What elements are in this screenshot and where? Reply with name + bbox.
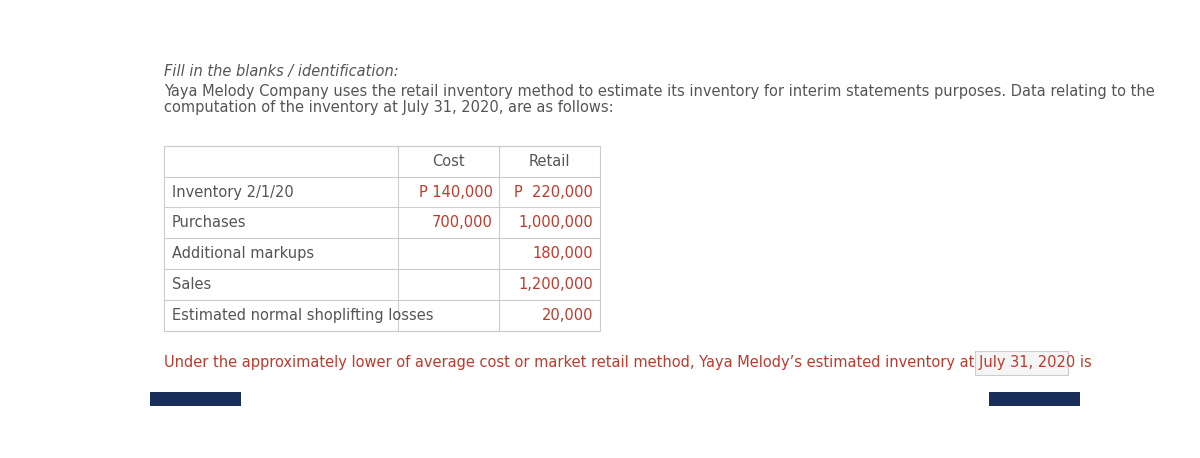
Text: 1,200,000: 1,200,000 bbox=[518, 277, 593, 292]
Text: Purchases: Purchases bbox=[172, 215, 246, 230]
Text: 1,000,000: 1,000,000 bbox=[518, 215, 593, 230]
Text: Inventory 2/1/20: Inventory 2/1/20 bbox=[172, 185, 294, 200]
Text: P 140,000: P 140,000 bbox=[419, 185, 492, 200]
Text: 700,000: 700,000 bbox=[432, 215, 492, 230]
Bar bbox=[976, 351, 1068, 375]
Text: Yaya Melody Company uses the retail inventory method to estimate its inventory f: Yaya Melody Company uses the retail inve… bbox=[164, 84, 1154, 99]
Text: computation of the inventory at July 31, 2020, are as follows:: computation of the inventory at July 31,… bbox=[164, 100, 613, 114]
Text: Fill in the blanks / identification:: Fill in the blanks / identification: bbox=[164, 64, 398, 79]
Text: Sales: Sales bbox=[172, 277, 211, 292]
Bar bbox=[164, 146, 600, 331]
Text: Additional markups: Additional markups bbox=[172, 246, 314, 261]
Text: 180,000: 180,000 bbox=[533, 246, 593, 261]
Text: Cost: Cost bbox=[432, 154, 464, 169]
Bar bbox=[989, 392, 1080, 406]
Text: 20,000: 20,000 bbox=[542, 308, 593, 323]
Text: P  220,000: P 220,000 bbox=[515, 185, 593, 200]
Text: Under the approximately lower of average cost or market retail method, Yaya Melo: Under the approximately lower of average… bbox=[164, 355, 1092, 371]
Bar bbox=[150, 392, 241, 406]
Text: Estimated normal shoplifting losses: Estimated normal shoplifting losses bbox=[172, 308, 433, 323]
Text: Retail: Retail bbox=[528, 154, 570, 169]
